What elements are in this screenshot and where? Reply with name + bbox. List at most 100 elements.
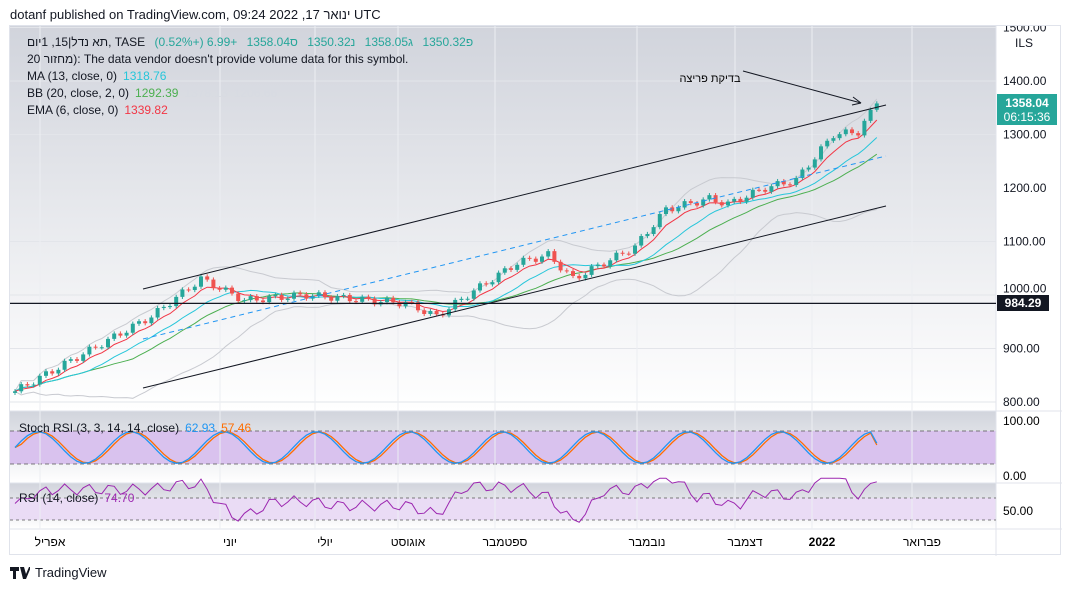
candle-body [391,297,396,303]
legend-ema[interactable]: EMA (6, close, 0) 1339.82 [27,103,174,117]
bb-upper: 1378.13 [184,86,228,100]
stoch-tick: 100.00 [1003,414,1040,428]
candle-body [403,301,408,307]
time-tick: יוני [223,535,237,549]
candle-body [639,236,644,246]
candle-body [366,296,371,299]
price-tick: 1400.00 [1003,74,1047,88]
candle-body [713,195,718,203]
candle-body [31,384,36,386]
candle-body [93,346,98,348]
candle-body [248,296,253,301]
candle-body [645,234,650,237]
legend-stoch[interactable]: Stoch RSI (3, 3, 14, 14, close) 62.93 57.4… [19,421,257,435]
candle-body [434,311,439,315]
low: נ1350.32 [307,35,356,49]
candle-body [453,299,458,310]
rsi-tick: 50.00 [1003,504,1033,518]
candle-body [515,264,520,270]
candle-body [657,214,662,228]
candle-body [161,306,166,309]
candle-body [459,298,464,300]
high: ג1358.05 [364,35,414,49]
candle-body [558,261,563,271]
candle-body [837,134,842,139]
candle-body [261,300,265,303]
hline-price-tag: 984.29 [997,295,1049,311]
candle-body [416,302,420,311]
candle-body [769,186,774,192]
candle-body [589,266,594,275]
candle-body [831,138,836,141]
candle-body [341,295,346,297]
candle-body [422,310,427,314]
candle-body [719,202,724,206]
stoch-label: Stoch RSI (3, 3, 14, 14, close) [19,421,180,435]
candle-body [137,321,141,324]
candle-body [707,195,712,200]
candle-body [106,338,110,348]
candle-body [626,253,631,255]
rsi-value: 74.70 [104,491,135,505]
price-tick: 1500.00 [1003,26,1047,35]
candle-body [68,359,73,361]
stoch-k-line [14,431,878,464]
candle-body [664,207,668,215]
candle-body [130,323,135,333]
candle-body [763,189,768,192]
bb-lower: 1206.66 [233,86,278,100]
candle-body [19,384,24,392]
candle-body [62,360,67,370]
candle-body [819,146,823,160]
chart-frame[interactable]: 1500.00 1400.00 1300.00 1200.00 1100.00 1000.… [9,25,1062,556]
last-price: 1358.04 [1005,96,1049,110]
time-tick: אפריל [35,535,66,549]
candle-body [868,109,873,121]
time-tick: אוגוסט [391,535,426,549]
stoch-d: 57.46 [221,421,252,435]
candle-body [533,258,538,262]
channel-lower [142,205,887,389]
symbol[interactable]: תא נדל|15, 1יום, TASE [27,35,146,49]
last-price-tag: 1358.04 06:15:36 [997,94,1057,125]
candle-body [44,371,48,376]
candle-body [521,257,526,265]
candle-body [608,260,613,267]
candle-body [124,332,129,336]
candle-body [285,298,290,300]
candle-body [13,391,17,393]
time-tick: יולי [317,535,333,549]
candle-body [335,296,340,301]
candle-body [329,297,334,301]
time-tick: דצמבר [727,535,762,549]
rsi-band [10,498,996,520]
time-tick: 2022 [809,535,836,549]
candle-body [397,302,402,307]
channel-upper [142,104,887,290]
brand-name: TradingView [35,565,107,580]
candle-body [279,294,284,300]
rsi-label: RSI (14, close) [19,491,99,505]
bb-label: BB (20, close, 2, 0) [27,86,130,100]
candle-body [484,283,489,285]
tradingview-logo-icon [10,566,30,579]
candle-body [682,201,687,208]
legend-bb[interactable]: BB (20, close, 2, 0) 1292.39 1378.13 1206.6… [27,86,283,100]
candle-body [155,308,160,318]
candle-body [50,371,55,374]
price-tick: 1000.00 [1003,281,1047,295]
candle-body [56,369,61,374]
legend-rsi[interactable]: RSI (14, close) 74.70 [19,491,140,505]
legend-ma[interactable]: MA (13, close, 0) 1318.76 [27,69,172,83]
chart-canvas[interactable]: 1500.00 1400.00 1300.00 1200.00 1100.00 1000.… [10,26,1062,556]
candle-body [174,296,179,307]
candle-body [527,257,532,259]
tradingview-logo[interactable]: TradingView [10,565,107,580]
candle-body [192,286,197,291]
candle-body [149,317,154,324]
time-tick: פברואר [903,535,941,549]
candle-body [428,311,433,314]
candle-body [850,129,854,134]
stoch-k: 62.93 [185,421,216,435]
candle-body [806,167,811,170]
